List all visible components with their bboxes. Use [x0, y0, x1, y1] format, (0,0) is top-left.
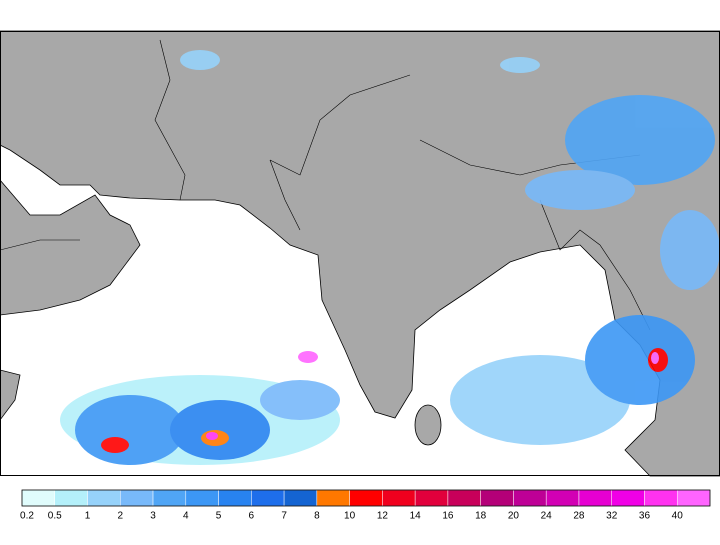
colorbar-swatch — [513, 489, 547, 507]
land — [414, 404, 442, 446]
land — [0, 179, 141, 316]
colorbar-label: 5 — [216, 511, 222, 522]
rain-area — [565, 95, 715, 185]
colorbar-label: 40 — [672, 511, 684, 522]
colorbar-label: 0.5 — [48, 511, 62, 522]
colorbar-label: 10 — [344, 511, 356, 522]
map — [0, 30, 720, 477]
rain-area — [260, 380, 340, 420]
colorbar-label: 3 — [150, 511, 156, 522]
colorbar-swatch — [152, 489, 187, 507]
colorbar-swatch — [21, 489, 56, 507]
colorbar-label: 18 — [475, 511, 487, 522]
colorbar-swatch — [120, 489, 154, 507]
colorbar-swatch — [447, 489, 481, 507]
rain-area — [170, 400, 270, 460]
colorbar-swatch — [644, 489, 678, 507]
colorbar-label: 4 — [183, 511, 189, 522]
colorbar-label: 2 — [118, 511, 124, 522]
colorbar-swatch — [382, 489, 416, 507]
rain-area — [75, 395, 185, 465]
rain-area — [585, 315, 695, 405]
colorbar-swatch — [185, 489, 219, 507]
land — [0, 369, 21, 421]
colorbar-swatch — [218, 489, 252, 507]
rain-area — [525, 170, 635, 210]
colorbar-swatch — [545, 489, 580, 507]
colorbar-label: 16 — [442, 511, 454, 522]
colorbar-swatch — [87, 489, 121, 507]
colorbar-label: 28 — [573, 511, 585, 522]
colorbar-swatch — [251, 489, 285, 507]
rain-area — [660, 210, 720, 290]
rain-area — [206, 432, 218, 440]
colorbar-swatch — [316, 489, 350, 507]
rain-area — [651, 352, 659, 364]
colorbar-label: 8 — [314, 511, 320, 522]
rain-area — [180, 50, 220, 70]
colorbar-swatch — [414, 489, 449, 507]
colorbar-label: 20 — [508, 511, 520, 522]
rain-area — [298, 351, 318, 363]
colorbar-swatch — [349, 489, 383, 507]
colorbar-label: 24 — [541, 511, 553, 522]
colorbar-swatch — [676, 489, 711, 507]
colorbar-label: 12 — [377, 511, 389, 522]
colorbar-swatch — [578, 489, 612, 507]
colorbar-label: 6 — [249, 511, 255, 522]
rain-area — [101, 437, 129, 453]
precipitation — [60, 50, 720, 465]
colorbar-swatch — [611, 489, 645, 507]
colorbar-frame — [21, 489, 711, 507]
colorbar-label: 7 — [281, 511, 287, 522]
colorbar: 0.2 0.5 1 2 3 4 5 6 7 8 10 12 14 16 18 20 24 28 32 36 40 — [20, 489, 711, 522]
colorbar-label: 32 — [606, 511, 618, 522]
colorbar-label: 14 — [410, 511, 422, 522]
colorbar-label: 36 — [639, 511, 651, 522]
rain-area — [500, 57, 540, 73]
colorbar-swatch — [283, 489, 318, 507]
colorbar-swatch — [480, 489, 514, 507]
colorbar-label: 1 — [85, 511, 91, 522]
rain-area — [450, 355, 630, 445]
colorbar-swatch — [54, 489, 88, 507]
colorbar-label: 0.2 — [20, 511, 34, 522]
